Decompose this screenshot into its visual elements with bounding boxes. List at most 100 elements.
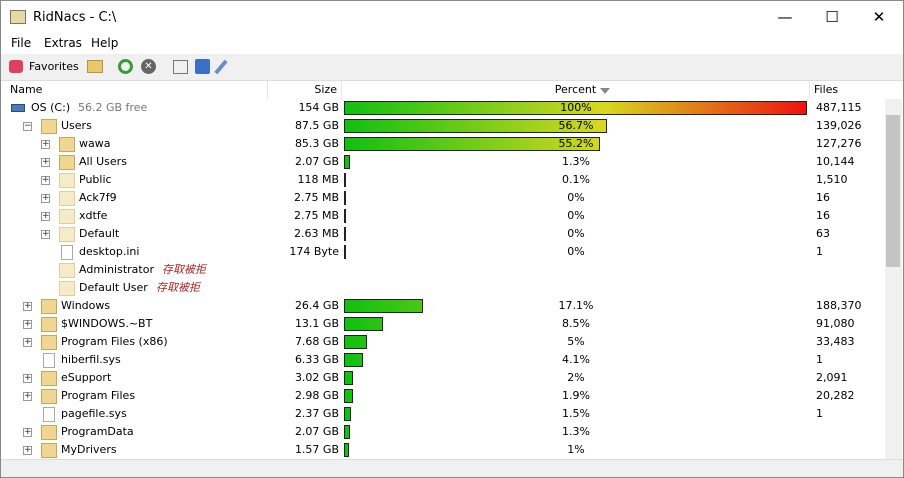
expander[interactable]: + [41,157,50,167]
item-name[interactable]: All Users [79,155,127,168]
expander[interactable]: + [23,427,32,437]
item-name[interactable]: OS (C:) [31,101,71,114]
percent-bar [344,191,346,205]
files: 16 [816,209,830,222]
stop-button[interactable]: ✕ [141,59,156,74]
files: 16 [816,191,830,204]
files: 487,115 [816,101,862,114]
item-name[interactable]: pagefile.sys [61,407,127,420]
item-name[interactable]: MyDrivers [61,443,117,456]
column-header[interactable]: Percent [342,81,810,99]
expander[interactable]: + [41,229,50,239]
files: 139,026 [816,119,862,132]
item-name[interactable]: hiberfil.sys [61,353,121,366]
item-name[interactable]: wawa [79,137,111,150]
column-header[interactable]: Name [6,81,268,99]
settings-button[interactable] [214,59,228,75]
item-name[interactable]: Public [79,173,112,186]
refresh-button[interactable] [118,59,133,74]
item-name[interactable]: Windows [61,299,111,312]
percent: 1.9% [562,389,590,402]
maximize[interactable]: ☐ [825,8,839,26]
size: 13.1 GB [294,317,339,330]
expander[interactable]: + [23,337,32,347]
files: 91,080 [816,317,855,330]
item-name[interactable]: Program Files (x86) [61,335,168,348]
expander[interactable]: + [23,445,32,455]
size: 6.33 GB [294,353,339,366]
folder-icon [59,191,75,206]
percent: 1.3% [562,425,590,438]
scrollbar[interactable] [885,99,902,459]
percent-bar [344,209,346,223]
size: 2.75 MB [293,209,339,222]
size: 2.07 GB [294,155,339,168]
percent-bar [344,119,607,133]
percent: 2% [567,371,585,384]
expander[interactable]: + [23,319,32,329]
item-name[interactable]: Program Files [61,389,136,402]
item-name[interactable]: $WINDOWS.~BT [61,317,153,330]
favorites-button[interactable]: Favorites [29,60,79,73]
files: 1 [816,407,823,420]
folder-icon [59,137,75,152]
percent-bar [344,137,600,151]
open-button[interactable] [87,60,103,73]
size: 2.37 GB [294,407,339,420]
size: 2.98 GB [294,389,339,402]
close[interactable]: ✕ [872,8,886,26]
expander[interactable]: + [23,301,32,311]
expander[interactable]: + [41,193,50,203]
expander[interactable]: + [41,211,50,221]
menu-item[interactable]: File [11,36,32,50]
item-name[interactable]: eSupport [61,371,112,384]
item-name[interactable]: xdtfe [79,209,108,222]
export-button[interactable] [173,60,188,74]
scroll-thumb[interactable] [886,115,900,267]
item-name[interactable]: desktop.ini [79,245,140,258]
percent-bar [344,227,346,241]
column-header[interactable]: Size [268,81,342,99]
sort-arrow [600,88,610,94]
size: 2.07 GB [294,425,339,438]
folder-icon [41,299,57,314]
item-name[interactable]: Default User [79,281,148,294]
item-name[interactable]: Administrator [79,263,154,276]
percent: 1.5% [562,407,590,420]
item-name[interactable]: ProgramData [61,425,134,438]
percent: 0% [567,209,585,222]
item-name[interactable]: Default [79,227,120,240]
expander[interactable]: + [23,373,32,383]
folder-icon [41,389,57,404]
column-header[interactable]: Files [814,83,839,96]
percent-bar [344,317,384,331]
item-name[interactable]: Users [61,119,92,132]
expander[interactable]: + [41,139,50,149]
size: 154 GB [298,101,339,114]
status-bar [1,459,903,477]
files: 127,276 [816,137,862,150]
percent-bar [344,245,346,259]
folder-icon [59,155,75,170]
percent: 0% [567,191,585,204]
expander[interactable]: + [41,175,50,185]
item-name[interactable]: Ack7f9 [79,191,117,204]
minimize[interactable]: — [777,8,793,26]
percent: 1% [567,443,585,456]
save-button[interactable] [195,59,210,74]
folder-icon [41,317,57,332]
percent: 8.5% [562,317,590,330]
window-title: RidNacs - C:\ [33,10,117,25]
file-icon [61,245,73,260]
expander[interactable]: − [23,121,32,131]
expander[interactable]: + [23,391,32,401]
folder-icon [41,119,57,134]
folder-icon [59,173,75,188]
percent-bar [344,155,351,169]
menu-item[interactable]: Extras [44,36,82,50]
files: 1 [816,245,823,258]
files: 63 [816,227,830,240]
menu-item[interactable]: Help [91,36,119,50]
size: 118 MB [297,173,339,186]
